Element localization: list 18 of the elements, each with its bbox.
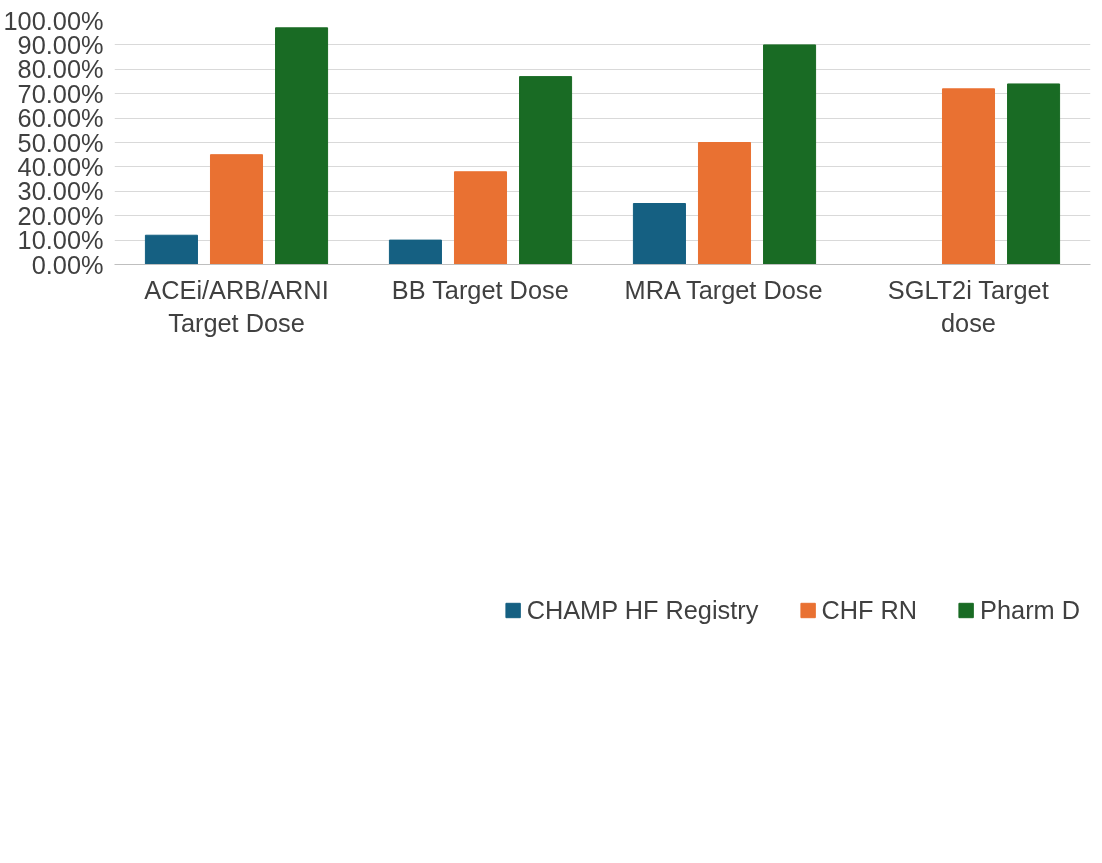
bar	[144, 234, 198, 265]
legend-label: CHF RN	[821, 595, 918, 625]
bar	[632, 203, 686, 265]
x-tick-label: BB Target Dose	[391, 275, 569, 304]
bar	[519, 76, 573, 265]
bar	[209, 154, 264, 265]
x-tick-label: MRA Target Dose	[624, 275, 823, 304]
bar	[1007, 83, 1061, 265]
bar	[763, 44, 817, 265]
bar	[941, 88, 996, 265]
bar	[388, 239, 442, 265]
bar	[697, 142, 752, 265]
x-tick-label: ACEi/ARB/ARNI Target Dose	[144, 275, 329, 338]
legend-label: Pharm D	[980, 595, 1080, 625]
bar	[453, 171, 508, 265]
bar	[275, 27, 329, 265]
legend-label: CHAMP HF Registry	[526, 595, 759, 625]
x-tick-label: SGLT2i Target dose	[887, 275, 1049, 338]
